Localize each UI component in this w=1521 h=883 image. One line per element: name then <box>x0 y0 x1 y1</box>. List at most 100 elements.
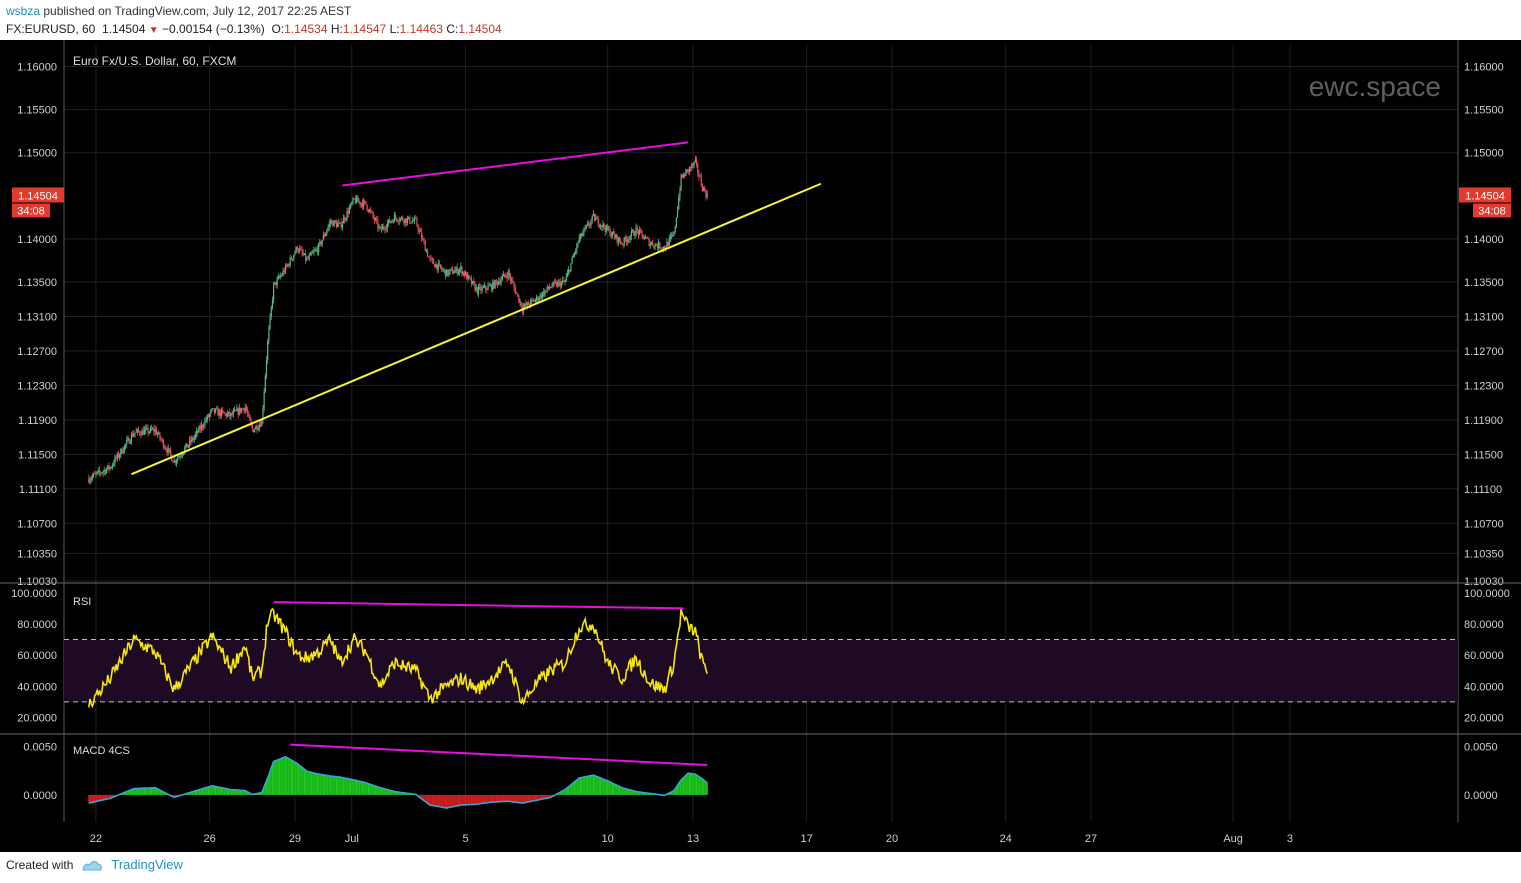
macd-bar <box>334 776 336 795</box>
candle-body <box>659 242 661 249</box>
macd-bar <box>641 791 643 795</box>
price-tick-right: 1.10700 <box>1464 518 1504 530</box>
macd-bar <box>451 794 454 807</box>
candle-body <box>457 271 460 274</box>
macd-bar <box>605 779 608 795</box>
candle-body <box>256 425 258 430</box>
macd-bar <box>320 774 322 795</box>
macd-bar <box>216 786 218 795</box>
macd-bar <box>146 787 148 795</box>
candle-body <box>448 271 450 276</box>
candle-body <box>132 434 134 437</box>
macd-bar <box>486 794 488 803</box>
macd-bar <box>576 779 578 795</box>
time-tick-label: 10 <box>602 833 614 845</box>
candle-body <box>509 275 512 281</box>
candle-body <box>475 287 477 291</box>
macd-bar <box>705 781 707 795</box>
macd-bar <box>262 789 264 795</box>
candle-body <box>199 426 201 430</box>
candle-body <box>592 213 595 216</box>
candle-body <box>694 159 696 163</box>
candle-body <box>214 408 217 413</box>
macd-bar <box>697 775 699 795</box>
candle-body <box>265 360 268 376</box>
candle-body <box>366 204 368 210</box>
tradingview-link[interactable]: TradingView <box>111 857 183 872</box>
macd-bar <box>481 794 483 803</box>
candle-body <box>101 472 103 474</box>
macd-bar <box>562 790 564 795</box>
candle-body <box>588 223 590 226</box>
macd-bar <box>447 794 449 808</box>
macd-bar <box>604 779 606 795</box>
candle-body <box>552 281 554 287</box>
candle-body <box>705 191 707 198</box>
macd-bar <box>463 794 465 805</box>
author-link[interactable]: wsbza <box>6 4 41 18</box>
macd-bar <box>421 794 423 799</box>
macd-bar <box>312 772 314 795</box>
candle-body <box>641 230 643 235</box>
macd-bar <box>579 777 582 795</box>
macd-bar <box>462 794 464 805</box>
candle-body <box>688 167 691 172</box>
candle-body <box>563 280 565 282</box>
candle-body <box>224 413 226 414</box>
macd-bar <box>104 794 107 799</box>
macd-bar <box>226 788 229 795</box>
candle-body <box>460 266 462 270</box>
candle-body <box>594 213 596 221</box>
candle-body <box>277 276 279 279</box>
macd-bar <box>228 788 230 795</box>
price-tick-right: 1.10030 <box>1464 576 1504 588</box>
macd-bar <box>698 776 700 795</box>
macd-bar <box>225 788 227 795</box>
watermark: ewc.space <box>1309 71 1441 102</box>
macd-bar <box>597 776 599 795</box>
macd-bar <box>213 785 215 795</box>
macd-bar <box>346 778 348 795</box>
candle-body <box>113 464 115 466</box>
macd-bar <box>602 778 604 795</box>
candle-body <box>633 230 635 236</box>
macd-bar <box>105 794 108 799</box>
macd-bar <box>455 794 457 806</box>
candle-body <box>94 473 96 475</box>
macd-bar <box>364 782 366 795</box>
macd-bar <box>368 783 371 795</box>
macd-bar <box>103 794 105 800</box>
macd-bar <box>314 772 316 795</box>
candle-body <box>422 239 424 240</box>
candle-body <box>295 247 297 253</box>
candle-body <box>305 253 307 261</box>
candle-body <box>257 428 259 430</box>
candle-body <box>187 445 189 448</box>
candle-body <box>108 465 110 470</box>
macd-bar <box>381 787 384 795</box>
candle-body <box>432 259 435 265</box>
candle-body <box>391 220 393 222</box>
macd-bar <box>248 792 250 795</box>
rsi-divergence-line <box>273 601 684 610</box>
candle-body <box>650 242 653 245</box>
candle-body <box>553 281 555 283</box>
candle-body <box>270 307 272 317</box>
macd-bar <box>701 778 704 795</box>
candle-body <box>570 263 572 272</box>
macd-bar <box>509 794 512 802</box>
macd-bar <box>365 782 367 795</box>
macd-bar <box>280 758 282 795</box>
candle-body <box>137 429 140 432</box>
macd-bar <box>511 794 513 802</box>
macd-bar <box>468 794 470 805</box>
macd-bar <box>367 783 369 795</box>
candle-body <box>123 445 125 452</box>
candle-body <box>365 201 367 205</box>
chart-area[interactable]: 1.16000 1.16000 1.15500 1.15500 1.15000 1.150… <box>0 40 1521 852</box>
low-label: L: <box>389 22 400 36</box>
candle-body <box>143 430 146 435</box>
candle-body <box>225 413 227 417</box>
candle-body <box>525 303 527 306</box>
macd-bar <box>541 794 544 799</box>
